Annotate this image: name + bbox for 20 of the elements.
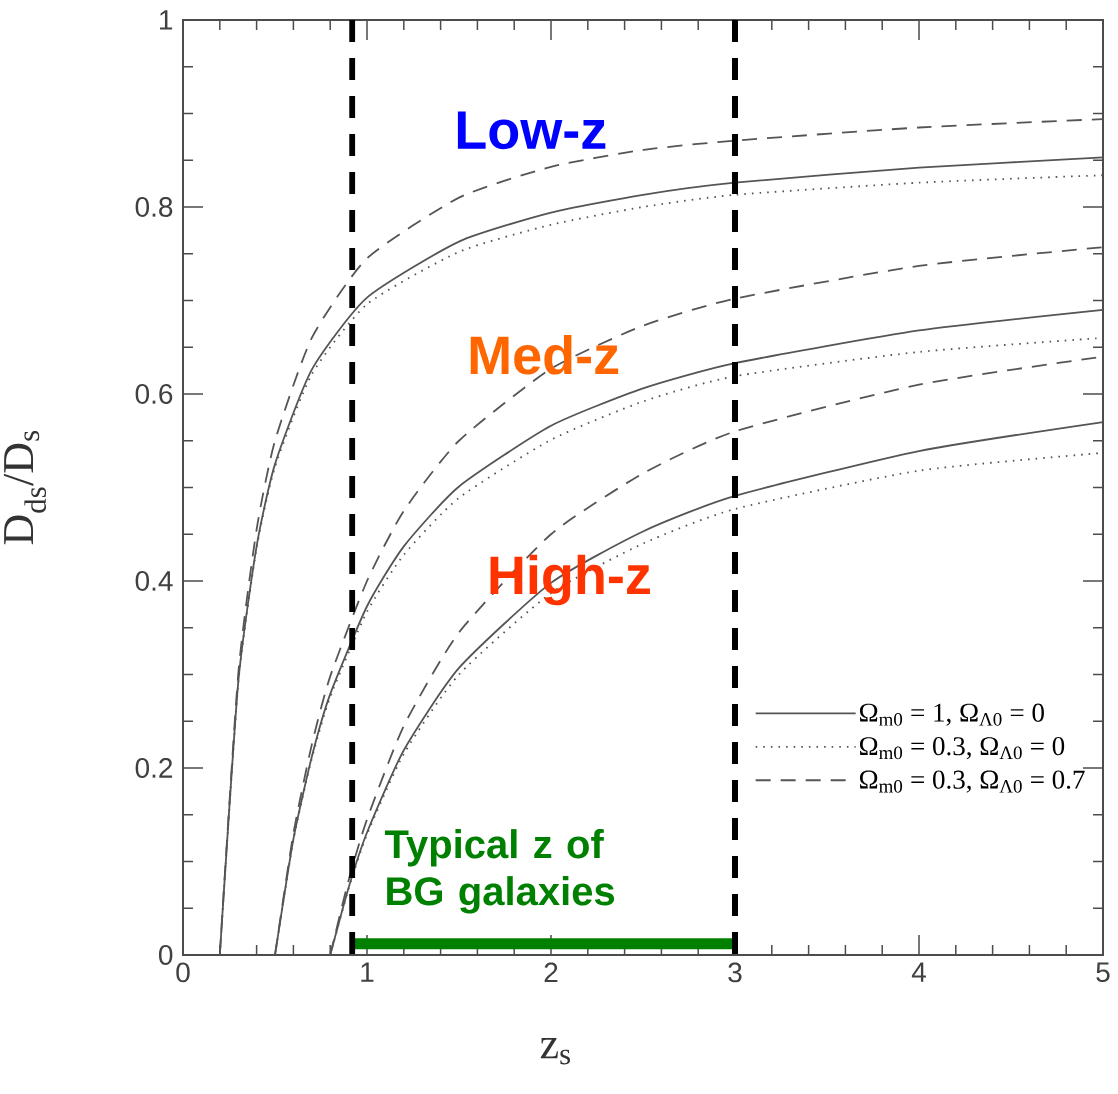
x-tick-label: 3	[728, 962, 742, 983]
x-axis-title: z$_{s}$	[540, 1038, 570, 1065]
x-tick-label: 4	[911, 962, 926, 982]
y-tick-label: 1	[160, 10, 173, 30]
y-axis-title: D$_{ds}$/D$_{s}$	[3, 431, 47, 545]
y-tick-label: 0	[158, 945, 173, 965]
legend-label: Ω$_{m0}$ = 0.3, Ω$_{Λ0}$ = 0.7	[859, 770, 1085, 793]
x-tick-label: 2	[544, 962, 558, 983]
annotation: Med-z	[470, 334, 619, 375]
x-tick-label: 0	[176, 962, 190, 983]
y-tick-label: 0.2	[135, 758, 173, 778]
annotation: Low-z	[457, 111, 606, 150]
legend-label: Ω$_{m0}$ = 1, Ω$_{Λ0}$ = 0	[859, 703, 1044, 726]
y-tick-label: 0.8	[135, 197, 173, 217]
x-tick-label: 5	[1096, 962, 1110, 983]
series-label: Typical z of BG galaxies	[384, 829, 615, 914]
legend-label: Ω$_{m0}$ = 0.3, Ω$_{Λ0}$ = 0	[859, 737, 1065, 760]
y-tick-label: 0.4	[135, 571, 173, 591]
x-tick-label: 1	[361, 962, 374, 982]
y-tick-label: 0.6	[135, 384, 173, 404]
